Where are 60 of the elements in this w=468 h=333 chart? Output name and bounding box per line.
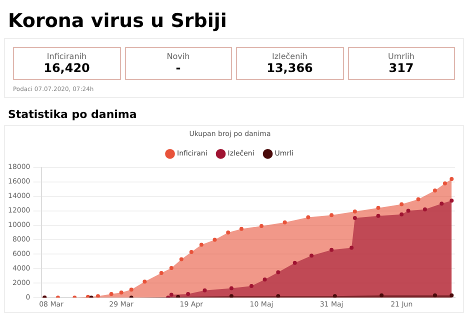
point <box>376 206 380 210</box>
point <box>129 288 134 292</box>
point <box>330 248 334 252</box>
point <box>189 250 194 254</box>
point <box>259 224 264 228</box>
point <box>226 230 230 234</box>
point <box>142 280 147 284</box>
point <box>169 292 174 297</box>
point <box>306 215 310 220</box>
text: Korona virus u Srbiji <box>7 9 228 34</box>
text: Umrlih <box>387 52 416 61</box>
text: 13,366 <box>266 61 314 75</box>
point <box>432 188 437 193</box>
point <box>376 214 380 218</box>
point <box>350 246 354 250</box>
text: Izlečenih <box>271 52 308 61</box>
text: - <box>174 61 182 75</box>
point <box>202 288 207 292</box>
point <box>186 292 190 296</box>
text: Inficiranih <box>46 52 88 61</box>
point <box>179 257 184 262</box>
point <box>352 210 357 214</box>
point <box>450 198 454 203</box>
point <box>109 292 114 296</box>
chart-title: Statistika po danima <box>7 107 138 123</box>
point <box>276 294 280 298</box>
point <box>400 202 404 206</box>
point <box>229 286 234 290</box>
point <box>422 207 427 212</box>
point <box>406 208 410 213</box>
text: 317 <box>388 61 415 75</box>
point <box>432 293 437 298</box>
point <box>229 294 234 298</box>
point <box>96 294 100 298</box>
point <box>262 278 267 282</box>
point <box>400 212 404 216</box>
point <box>276 270 280 274</box>
point <box>330 213 334 218</box>
point <box>86 294 90 298</box>
point <box>450 176 454 181</box>
point <box>416 197 420 202</box>
point <box>239 226 244 231</box>
point <box>352 216 357 220</box>
point <box>332 294 337 298</box>
point <box>442 181 447 186</box>
point <box>169 266 174 270</box>
point <box>176 294 180 298</box>
point <box>212 238 217 242</box>
point <box>159 271 164 276</box>
point <box>199 242 204 247</box>
point <box>310 254 314 258</box>
point <box>249 284 254 288</box>
point <box>292 260 297 265</box>
point <box>450 293 454 298</box>
text: Novih <box>166 52 191 61</box>
text: 16,420 <box>42 61 91 75</box>
point <box>380 293 384 298</box>
point <box>440 202 444 206</box>
point <box>119 290 124 295</box>
point <box>282 220 287 224</box>
